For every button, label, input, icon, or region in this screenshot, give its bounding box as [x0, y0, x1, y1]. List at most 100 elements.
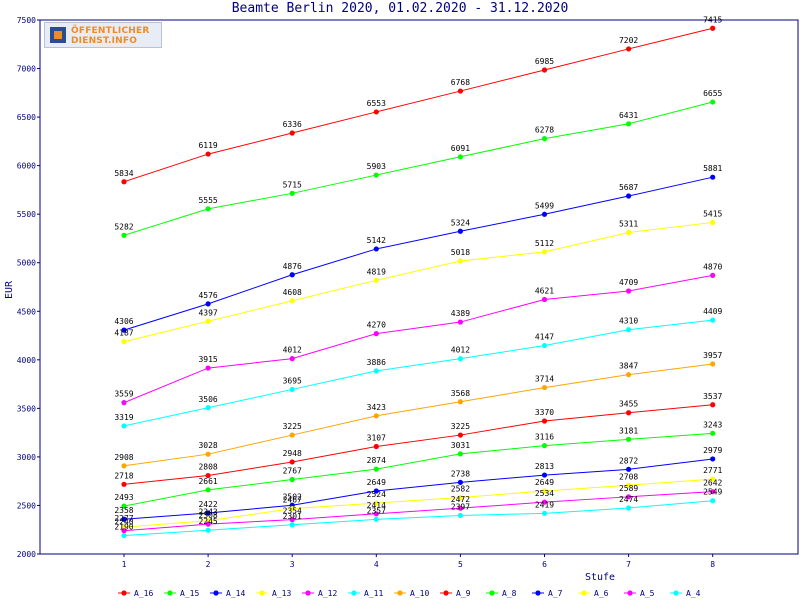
data-label: 4608 — [283, 288, 302, 297]
data-label: 3028 — [198, 441, 217, 450]
y-tick-label: 2500 — [17, 501, 36, 510]
data-point — [121, 516, 127, 522]
legend-label: A_10 — [410, 589, 429, 598]
series-line-a-7 — [123, 458, 713, 520]
data-point — [205, 521, 211, 527]
data-point — [289, 522, 295, 528]
data-label: 2948 — [283, 449, 302, 458]
series-line-a-5 — [123, 491, 713, 532]
y-tick-label: 7000 — [17, 65, 36, 74]
series-line-a-4 — [123, 500, 713, 537]
data-point — [457, 258, 463, 264]
data-point — [457, 451, 463, 457]
data-label: 2474 — [619, 495, 638, 504]
data-label: 5687 — [619, 183, 638, 192]
data-point — [710, 498, 716, 504]
data-label: 5499 — [535, 201, 554, 210]
data-label: 6278 — [535, 126, 554, 135]
data-point — [121, 528, 127, 534]
data-point — [289, 432, 295, 438]
data-point — [710, 430, 716, 436]
legend-label: A_16 — [134, 589, 153, 598]
data-point — [626, 229, 632, 236]
data-point — [710, 402, 716, 408]
data-point — [205, 527, 211, 533]
legend-label: A_9 — [456, 589, 471, 598]
data-label: 2472 — [451, 495, 470, 504]
data-point — [373, 172, 379, 178]
y-tick-label: 7500 — [17, 16, 36, 25]
series-line-a-16 — [123, 27, 713, 183]
y-tick-label: 3500 — [17, 404, 36, 413]
data-point — [205, 318, 211, 324]
data-label: 3423 — [367, 403, 386, 412]
x-tick-label: 7 — [626, 560, 631, 569]
data-point — [373, 277, 379, 283]
data-label: 3031 — [451, 441, 470, 450]
data-label: 2502 — [283, 492, 302, 501]
data-label: 3568 — [451, 389, 470, 398]
data-point — [289, 272, 295, 278]
y-tick-label: 6500 — [17, 113, 36, 122]
x-tick-label: 1 — [122, 560, 127, 569]
data-point — [121, 339, 127, 345]
logo-line2: DIENST.INFO — [71, 36, 138, 46]
data-label: 2718 — [114, 471, 133, 480]
data-point — [289, 130, 295, 136]
legend-label: A_4 — [686, 589, 701, 598]
legend-swatch-marker — [489, 590, 495, 596]
data-label: 4306 — [114, 317, 133, 326]
series-line-a-9 — [123, 404, 713, 485]
legend-swatch-marker — [443, 590, 449, 596]
data-point — [121, 232, 127, 238]
data-point — [626, 372, 632, 378]
series-line-a-8 — [123, 432, 713, 507]
legend-swatch-marker — [581, 590, 587, 596]
data-point — [121, 179, 127, 185]
data-point — [121, 524, 127, 530]
data-point — [710, 174, 716, 180]
legend-label: A_6 — [594, 589, 609, 598]
y-tick-label: 5500 — [17, 210, 36, 219]
data-label: 3695 — [283, 376, 302, 385]
legend-label: A_11 — [364, 589, 383, 598]
data-label: 7202 — [619, 36, 638, 45]
data-label: 2308 — [198, 511, 217, 520]
data-label: 2277 — [114, 514, 133, 523]
legend-label: A_5 — [640, 589, 655, 598]
chart-title: Beamte Berlin 2020, 01.02.2020 - 31.12.2… — [231, 1, 569, 16]
data-label: 2524 — [367, 490, 386, 499]
data-label: 2245 — [198, 517, 217, 526]
data-label: 2354 — [283, 507, 302, 516]
data-point — [710, 272, 716, 278]
data-label: 3714 — [535, 375, 554, 384]
oeffentlicher-dienst-logo[interactable]: ÖFFENTLICHER DIENST.INFO — [44, 22, 162, 48]
legend-label: A_15 — [180, 589, 199, 598]
data-point — [289, 459, 295, 465]
data-label: 2771 — [703, 466, 722, 475]
data-label: 4012 — [451, 346, 470, 355]
data-point — [457, 399, 463, 405]
data-label: 4870 — [703, 262, 722, 271]
data-label: 2738 — [451, 469, 470, 478]
data-point — [626, 288, 632, 294]
data-label: 2649 — [367, 478, 386, 487]
data-point — [541, 342, 548, 349]
data-point — [121, 532, 127, 539]
data-point — [710, 361, 716, 367]
data-point — [373, 368, 379, 374]
data-label: 4397 — [198, 308, 217, 317]
legend-swatch-marker — [673, 590, 679, 596]
plot-frame — [39, 19, 799, 555]
data-point — [710, 99, 716, 105]
series-line-a-10 — [123, 363, 713, 467]
data-label: 3537 — [703, 392, 722, 401]
data-point — [626, 466, 632, 472]
x-tick-label: 2 — [206, 560, 211, 569]
y-tick-label: 4000 — [17, 356, 36, 365]
data-label: 6985 — [535, 57, 554, 66]
legend-label: A_13 — [272, 589, 291, 598]
data-label: 7415 — [703, 15, 722, 24]
legend-swatch-marker — [259, 590, 265, 596]
logo-mark-icon — [50, 27, 66, 43]
